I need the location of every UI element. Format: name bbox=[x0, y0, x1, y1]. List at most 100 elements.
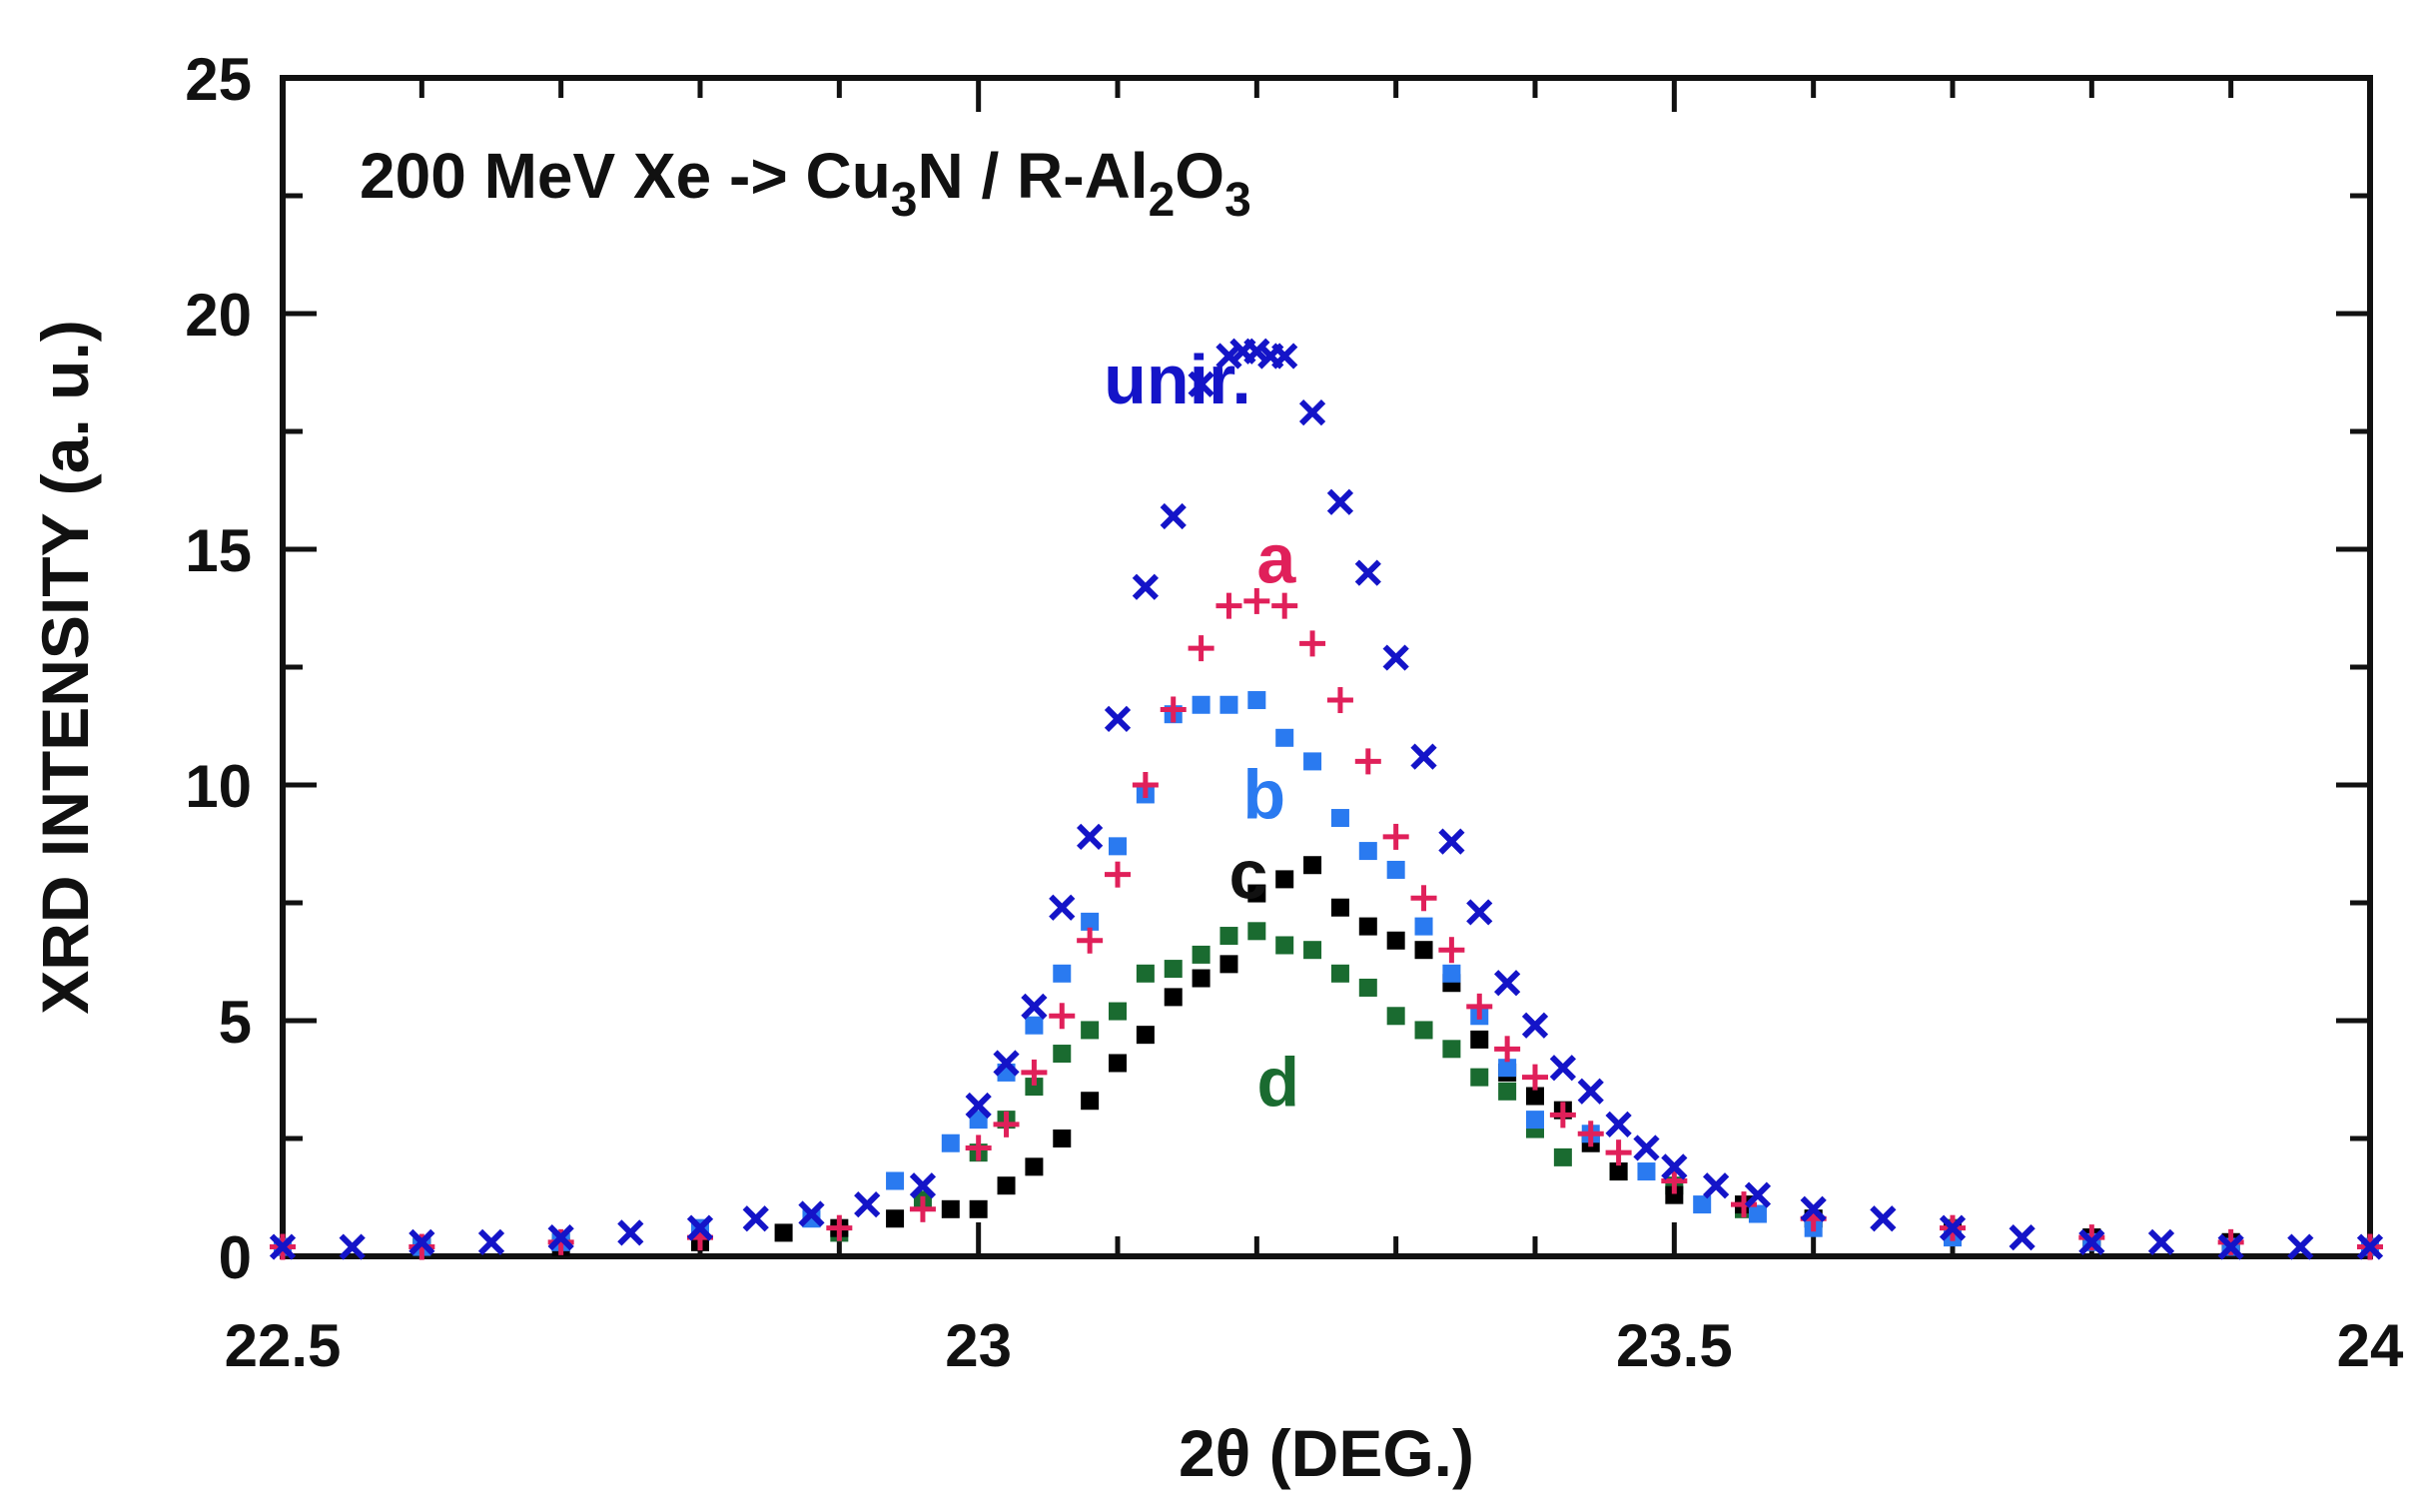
data-point bbox=[969, 1199, 988, 1218]
marker-stroke bbox=[1298, 398, 1326, 426]
data-point bbox=[1521, 1012, 1549, 1039]
marker-stroke bbox=[2078, 1228, 2105, 1255]
series-labels: unir. a bc d bbox=[1104, 341, 1299, 1121]
marker-stroke bbox=[408, 1228, 435, 1255]
marker-stroke bbox=[1633, 1134, 1660, 1161]
data-point bbox=[1109, 1054, 1127, 1073]
marker-stroke bbox=[1939, 1214, 1967, 1241]
data-point bbox=[547, 1223, 574, 1251]
data-point bbox=[1021, 1059, 1048, 1086]
data-point bbox=[1498, 1082, 1517, 1101]
data-point bbox=[1077, 823, 1104, 851]
series-d bbox=[274, 922, 2379, 1256]
data-point bbox=[1081, 1092, 1100, 1111]
data-point bbox=[1386, 931, 1405, 950]
data-point bbox=[1414, 917, 1433, 936]
marker-stroke bbox=[2356, 1233, 2384, 1260]
plot-frame bbox=[280, 75, 2373, 1259]
data-point bbox=[1081, 1021, 1100, 1040]
data-point bbox=[1105, 861, 1131, 888]
y-tick-label: 20 bbox=[185, 282, 252, 349]
data-point bbox=[1275, 728, 1294, 747]
series-a bbox=[270, 587, 2383, 1260]
data-point bbox=[1466, 993, 1493, 1020]
data-point bbox=[1109, 1002, 1127, 1021]
data-point bbox=[886, 1209, 905, 1228]
y-tick-label: 15 bbox=[185, 517, 252, 584]
series-unir bbox=[269, 338, 2384, 1260]
data-point bbox=[1160, 502, 1187, 530]
data-point bbox=[1271, 592, 1298, 619]
marker-stroke bbox=[1605, 1111, 1632, 1137]
data-point bbox=[1442, 1040, 1461, 1059]
data-point bbox=[1330, 809, 1349, 828]
marker-stroke bbox=[909, 1172, 937, 1199]
marker-stroke bbox=[2009, 1223, 2035, 1251]
data-point bbox=[1188, 635, 1214, 662]
marker-stroke bbox=[1549, 1055, 1576, 1082]
data-point bbox=[1549, 1055, 1576, 1082]
data-point bbox=[1354, 748, 1381, 775]
chart-annotation: 200 MeV Xe -> Cu3N / R-Al2O3 bbox=[360, 140, 1251, 227]
marker-stroke bbox=[1160, 502, 1187, 530]
axis-ticks bbox=[280, 75, 2373, 1259]
data-point bbox=[1693, 1195, 1712, 1214]
data-point bbox=[1358, 917, 1377, 936]
data-point bbox=[1703, 1172, 1730, 1199]
marker-stroke bbox=[993, 1050, 1020, 1077]
data-point bbox=[2009, 1223, 2035, 1251]
y-axis-title: XRD INTENSITY (a. u.) bbox=[28, 320, 102, 1015]
data-point bbox=[1382, 823, 1409, 850]
data-point bbox=[1526, 1111, 1544, 1130]
data-point bbox=[1303, 856, 1322, 875]
annotation-sub3: 3 bbox=[1224, 174, 1251, 227]
marker-stroke bbox=[2217, 1233, 2244, 1260]
annotation-mid2: O bbox=[1175, 140, 1224, 212]
data-point bbox=[1303, 941, 1322, 960]
data-point bbox=[1053, 1045, 1072, 1064]
marker-stroke bbox=[965, 1092, 992, 1120]
data-point bbox=[1132, 772, 1159, 798]
data-point bbox=[993, 1050, 1020, 1077]
data-point bbox=[1577, 1078, 1604, 1105]
annotation-sub1: 3 bbox=[891, 174, 918, 227]
data-point bbox=[941, 1199, 960, 1218]
data-point bbox=[1049, 1003, 1076, 1030]
data-point bbox=[1470, 1068, 1489, 1087]
data-point bbox=[2217, 1228, 2244, 1255]
y-tick-label: 0 bbox=[219, 1224, 252, 1291]
data-point bbox=[1219, 695, 1238, 714]
data-point bbox=[1243, 587, 1270, 614]
data-point bbox=[1275, 870, 1294, 889]
marker-stroke bbox=[1410, 743, 1437, 770]
data-point bbox=[1438, 828, 1465, 855]
data-point bbox=[1049, 894, 1076, 921]
marker-stroke bbox=[1521, 1012, 1549, 1039]
data-point bbox=[1192, 969, 1210, 988]
annotation-sub2: 2 bbox=[1149, 174, 1176, 227]
marker-stroke bbox=[1577, 1078, 1604, 1105]
data-point bbox=[1386, 860, 1405, 879]
data-point bbox=[1577, 1121, 1604, 1147]
data-point bbox=[1442, 964, 1461, 983]
data-point bbox=[1109, 837, 1127, 856]
marker-stroke bbox=[742, 1205, 769, 1232]
data-point bbox=[1939, 1214, 1967, 1241]
data-point bbox=[1800, 1195, 1827, 1222]
data-point bbox=[1414, 1021, 1433, 1040]
data-point bbox=[1661, 1167, 1688, 1194]
series-b bbox=[274, 691, 2379, 1256]
y-tick-label: 25 bbox=[185, 46, 252, 113]
series-label: b bbox=[1242, 755, 1285, 833]
data-point bbox=[1605, 1111, 1632, 1137]
data-point bbox=[2356, 1233, 2384, 1260]
data-point bbox=[1192, 695, 1210, 714]
data-point bbox=[1330, 898, 1349, 917]
data-point bbox=[2078, 1228, 2105, 1255]
data-point bbox=[854, 1190, 881, 1218]
data-point bbox=[1410, 885, 1437, 912]
marker-stroke bbox=[547, 1223, 574, 1251]
data-point bbox=[1748, 1204, 1767, 1223]
data-point bbox=[1219, 927, 1238, 946]
marker-stroke bbox=[1703, 1172, 1730, 1199]
